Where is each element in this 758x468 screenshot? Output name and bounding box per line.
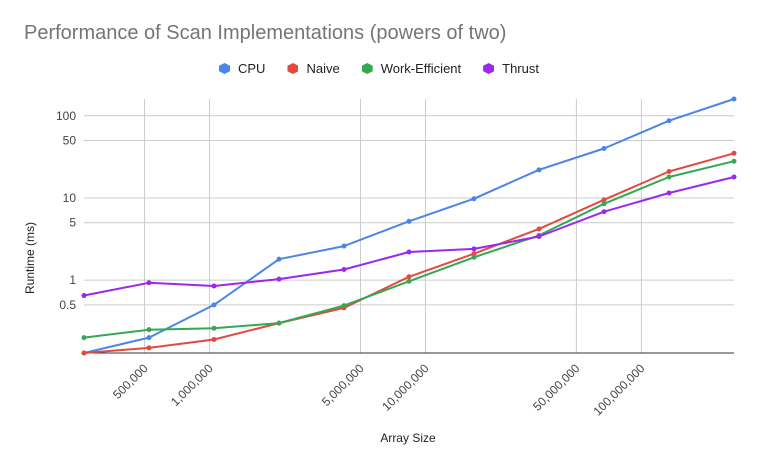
data-point-naive: [536, 226, 542, 232]
x-tick-label: 1,000,000: [168, 361, 216, 409]
data-point-thrust: [146, 280, 152, 286]
y-tick-label: 0.5: [59, 298, 76, 312]
data-point-work-efficient: [666, 174, 672, 180]
x-tick-label: 50,000,000: [530, 361, 583, 414]
data-point-naive: [471, 251, 477, 257]
data-point-work-efficient: [406, 278, 412, 284]
data-point-work-efficient: [211, 325, 217, 331]
data-point-thrust: [276, 276, 282, 282]
data-point-work-efficient: [276, 320, 282, 326]
legend-item-naive: Naive: [287, 61, 340, 76]
data-point-thrust: [406, 249, 412, 255]
y-tick-label: 10: [63, 191, 77, 205]
data-point-work-efficient: [471, 254, 477, 260]
data-point-cpu: [406, 218, 412, 224]
data-point-naive: [731, 150, 737, 156]
legend-marker-icon: [361, 63, 373, 74]
data-point-work-efficient: [341, 303, 347, 309]
data-point-thrust: [211, 283, 217, 289]
data-point-cpu: [666, 118, 672, 124]
y-axis-label: Runtime (ms): [23, 222, 37, 294]
data-point-work-efficient: [146, 327, 152, 333]
x-tick-label: 500,000: [110, 361, 151, 402]
data-point-thrust: [666, 190, 672, 196]
y-tick-label: 1: [69, 273, 76, 287]
data-point-work-efficient: [81, 335, 87, 341]
data-point-cpu: [731, 96, 737, 102]
data-point-cpu: [211, 302, 217, 308]
legend-label: Naive: [306, 61, 340, 76]
data-point-cpu: [276, 256, 282, 262]
grid-layer: [84, 99, 734, 354]
data-point-cpu: [146, 335, 152, 341]
data-point-work-efficient: [601, 201, 607, 207]
legend: CPU Naive Work-Efficient Thrust: [0, 61, 758, 76]
data-point-naive: [406, 274, 412, 280]
data-point-cpu: [536, 167, 542, 173]
series-layer: [81, 96, 737, 356]
y-tick-label: 100: [56, 109, 76, 123]
legend-marker-icon: [287, 63, 299, 74]
data-point-cpu: [341, 243, 347, 249]
data-point-cpu: [601, 145, 607, 151]
data-point-thrust: [81, 293, 87, 299]
data-point-naive: [601, 197, 607, 203]
data-point-cpu: [471, 196, 477, 202]
data-point-naive: [81, 350, 87, 356]
data-point-work-efficient: [731, 158, 737, 164]
data-point-naive: [666, 168, 672, 174]
y-tick-label: 50: [63, 134, 77, 148]
x-axis-label: Array Size: [380, 431, 436, 445]
series-thrust: [81, 174, 737, 299]
legend-item-cpu: CPU: [219, 61, 265, 76]
x-tick-label: 5,000,000: [319, 361, 367, 409]
data-point-naive: [211, 336, 217, 342]
legend-label: CPU: [238, 61, 266, 76]
data-point-thrust: [731, 174, 737, 180]
data-point-thrust: [601, 209, 607, 215]
legend-label: Work-Efficient: [380, 61, 462, 76]
data-point-thrust: [341, 266, 347, 272]
x-tick-label: 10,000,000: [379, 361, 432, 414]
data-point-naive: [146, 345, 152, 351]
x-tick-label: 100,000,000: [590, 361, 647, 418]
legend-item-thrust: Thrust: [483, 61, 539, 76]
series-line-work-efficient: [83, 160, 735, 339]
legend-item-work-efficient: Work-Efficient: [361, 61, 462, 76]
y-tick-label: 5: [69, 216, 76, 230]
series-work-efficient: [81, 158, 737, 341]
legend-marker-icon: [219, 63, 230, 74]
series-line-cpu: [83, 98, 735, 354]
legend-label: Thrust: [502, 61, 539, 76]
chart-title: Performance of Scan Implementations (pow…: [24, 22, 507, 44]
data-point-thrust: [471, 246, 477, 252]
legend-marker-icon: [483, 63, 495, 74]
data-point-thrust: [536, 233, 542, 239]
series-cpu: [81, 96, 737, 356]
